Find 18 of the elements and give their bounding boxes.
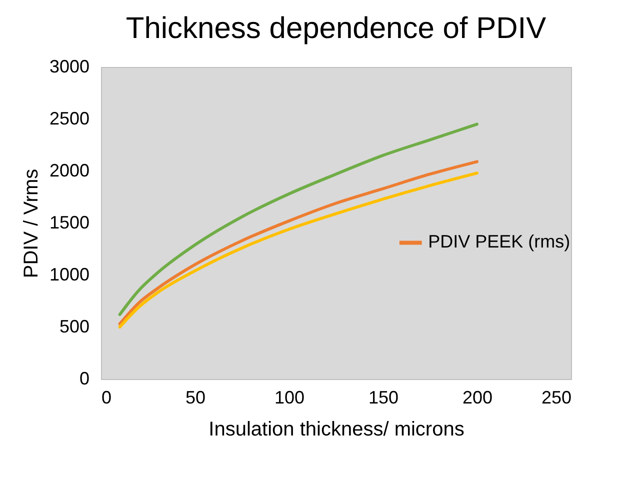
y-tick-label: 2000 [49,160,90,180]
line-series [118,122,478,316]
x-tick-label: 0 [102,388,112,408]
x-tick-label: 100 [274,388,305,408]
y-tick-label: 0 [79,368,90,388]
x-tick-label: 150 [368,388,399,408]
legend-label: PDIV PEEK (rms) [428,232,570,252]
y-tick-label: 1000 [49,264,90,284]
y-tick-label: 3000 [49,56,90,76]
y-tick-label: 1500 [49,212,90,232]
y-tick-label: 500 [59,316,90,336]
x-tick-label: 200 [462,388,493,408]
x-axis-title: Insulation thickness/ microns [208,418,464,440]
y-tick-label: 2500 [49,108,90,128]
y-axis-title: PDIV / Vrms [20,168,42,278]
chart-title: Thickness dependence of PDIV [126,12,546,45]
x-tick-label: 50 [185,388,206,408]
x-tick-label: 250 [541,388,572,408]
